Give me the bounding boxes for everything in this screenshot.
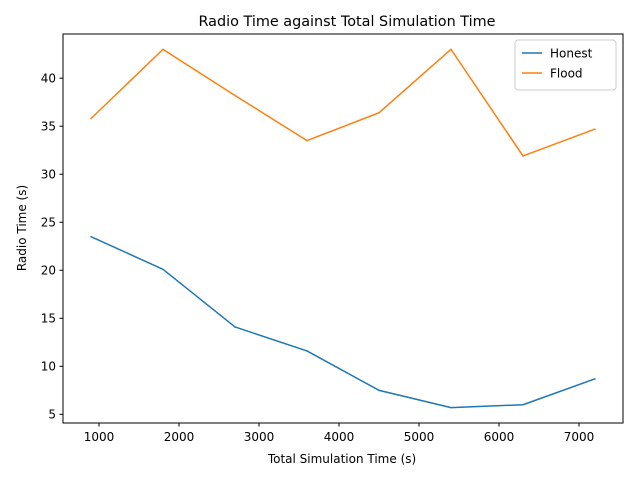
y-tick-label: 5 (48, 408, 56, 422)
data-point-flood (450, 48, 452, 51)
y-axis-label: Radio Time (s) (15, 185, 29, 271)
x-axis-ticks: 1000 2000 3000 4000 5000 6000 7000 (84, 423, 595, 444)
x-tick-label: 5000 (404, 430, 435, 444)
data-point-flood (522, 155, 524, 157)
y-tick-label: 20 (41, 264, 56, 278)
series-line-flood (90, 48, 596, 157)
data-point-honest (522, 404, 524, 406)
x-tick-label: 6000 (484, 430, 515, 444)
data-point-flood (594, 128, 596, 130)
y-tick-label: 30 (41, 168, 56, 182)
data-point-flood (378, 112, 380, 114)
legend-label-flood: Flood (550, 66, 583, 80)
data-point-flood (90, 117, 92, 120)
y-tick-label: 35 (41, 120, 56, 134)
y-tick-label: 10 (41, 360, 56, 374)
data-point-flood (234, 94, 236, 97)
series-line-honest (90, 235, 596, 409)
plot-lines (90, 48, 596, 409)
y-tick-label: 25 (41, 216, 56, 230)
x-tick-label: 1000 (84, 430, 115, 444)
data-point-honest (234, 326, 236, 328)
data-point-honest (90, 235, 92, 238)
data-point-honest (378, 389, 380, 392)
chart-title: Radio Time against Total Simulation Time (198, 14, 495, 30)
data-point-honest (594, 378, 596, 380)
data-point-flood (162, 48, 164, 51)
legend-label-honest: Honest (550, 46, 593, 60)
x-tick-label: 3000 (244, 430, 275, 444)
x-tick-label: 7000 (564, 430, 595, 444)
data-point-flood (306, 139, 308, 142)
plot-area-frame (62, 33, 624, 424)
x-tick-label: 2000 (164, 430, 195, 444)
x-axis-label: Total Simulation Time (s) (267, 452, 416, 466)
data-point-honest (306, 350, 308, 352)
y-axis-ticks: 5 10 15 20 25 30 35 40 (41, 71, 63, 422)
legend: Honest Flood (514, 39, 617, 91)
x-tick-label: 4000 (324, 430, 355, 444)
data-point-honest (450, 406, 452, 409)
y-tick-label: 15 (41, 312, 56, 326)
data-point-honest (162, 268, 164, 271)
y-tick-label: 40 (41, 71, 56, 85)
